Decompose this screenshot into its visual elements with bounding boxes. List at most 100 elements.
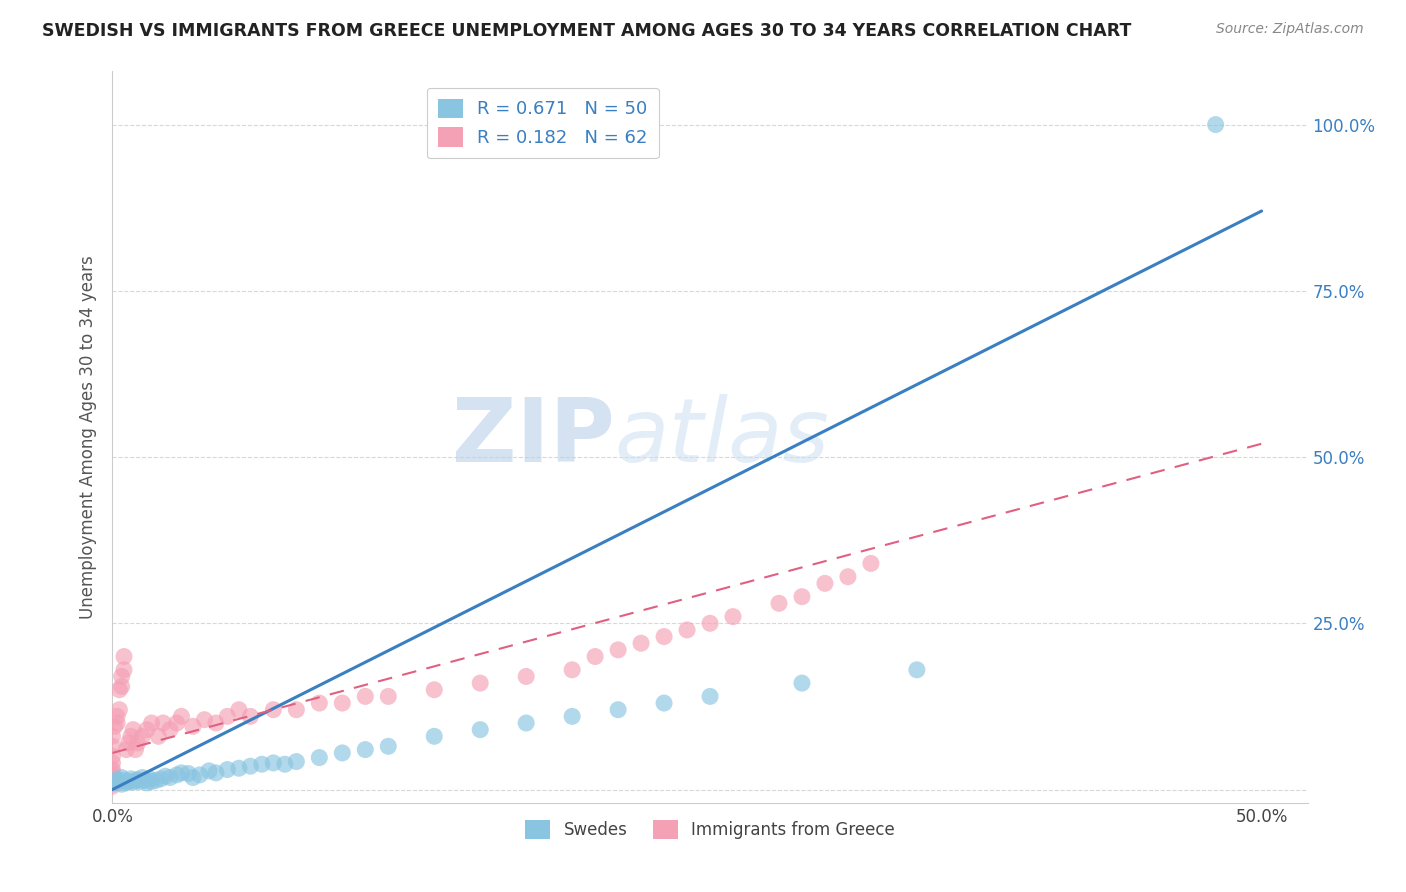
Point (148, 729, 170, 743)
Point (101, 729, 124, 743)
Point (115, 742, 138, 756)
Point (308, 750, 330, 764)
Text: ZIP: ZIP (451, 393, 614, 481)
Point (607, 643, 630, 657)
Point (699, 690, 721, 704)
Point (250, 757, 273, 772)
Point (198, 764, 221, 778)
Point (129, 774, 152, 789)
Point (308, 696, 330, 710)
Point (131, 729, 153, 743)
Point (515, 716, 537, 731)
Point (105, 709, 128, 723)
Text: SWEDISH VS IMMIGRANTS FROM GREECE UNEMPLOYMENT AMONG AGES 30 TO 34 YEARS CORRELA: SWEDISH VS IMMIGRANTS FROM GREECE UNEMPL… (42, 22, 1132, 40)
Point (101, 765, 124, 780)
Point (354, 742, 377, 756)
Point (285, 703, 308, 717)
Point (101, 739, 124, 754)
Point (228, 761, 250, 775)
Point (790, 676, 813, 690)
Point (205, 716, 228, 731)
Point (101, 779, 124, 793)
Point (354, 690, 377, 704)
Point (561, 663, 583, 677)
Point (152, 716, 174, 731)
Point (814, 576, 837, 591)
Point (131, 771, 153, 785)
Point (111, 777, 134, 791)
Point (104, 776, 127, 790)
Point (676, 623, 699, 637)
Point (166, 768, 188, 782)
Point (239, 759, 262, 773)
Point (262, 703, 284, 717)
Point (104, 776, 127, 790)
Point (120, 729, 142, 743)
Point (101, 769, 124, 783)
Point (111, 771, 134, 785)
Text: atlas: atlas (614, 394, 830, 480)
Point (127, 772, 149, 787)
Point (177, 766, 200, 780)
Point (115, 776, 138, 790)
Point (285, 755, 308, 769)
Point (790, 590, 813, 604)
Point (108, 682, 131, 697)
Point (837, 570, 859, 584)
Text: Source: ZipAtlas.com: Source: ZipAtlas.com (1216, 22, 1364, 37)
Point (149, 772, 172, 786)
Point (470, 723, 492, 737)
Point (423, 682, 446, 697)
Point (117, 774, 139, 789)
Point (159, 771, 181, 785)
Point (108, 703, 131, 717)
Point (239, 709, 262, 723)
Point (262, 756, 284, 770)
Point (112, 773, 135, 788)
Point (111, 680, 134, 694)
Point (136, 723, 159, 737)
Point (124, 773, 146, 788)
Y-axis label: Unemployment Among Ages 30 to 34 years: Unemployment Among Ages 30 to 34 years (79, 255, 97, 619)
Point (181, 719, 204, 733)
Point (141, 716, 163, 731)
Point (122, 775, 145, 789)
Point (122, 723, 145, 737)
Point (166, 716, 188, 731)
Point (330, 746, 353, 760)
Point (652, 630, 675, 644)
Point (170, 709, 193, 723)
Point (155, 769, 177, 783)
Point (630, 636, 652, 650)
Point (188, 768, 211, 782)
Point (105, 772, 128, 787)
Point (859, 557, 882, 571)
Point (145, 773, 167, 788)
Point (127, 736, 149, 750)
Point (1205, 118, 1227, 132)
Point (193, 713, 215, 727)
Point (470, 676, 492, 690)
Point (101, 772, 124, 787)
Point (274, 757, 297, 772)
Point (141, 774, 163, 789)
Point (104, 719, 127, 733)
Point (136, 776, 159, 790)
Point (721, 609, 744, 624)
Point (583, 649, 606, 664)
Point (101, 749, 124, 764)
Point (607, 703, 630, 717)
Point (217, 763, 239, 777)
Point (124, 742, 146, 756)
Point (105, 716, 128, 731)
Point (905, 663, 928, 677)
Point (699, 616, 721, 631)
Legend: Swedes, Immigrants from Greece: Swedes, Immigrants from Greece (519, 814, 901, 846)
Point (120, 772, 142, 786)
Point (330, 696, 353, 710)
Point (159, 723, 181, 737)
Point (652, 696, 675, 710)
Point (423, 729, 446, 743)
Point (561, 709, 583, 723)
Point (228, 703, 250, 717)
